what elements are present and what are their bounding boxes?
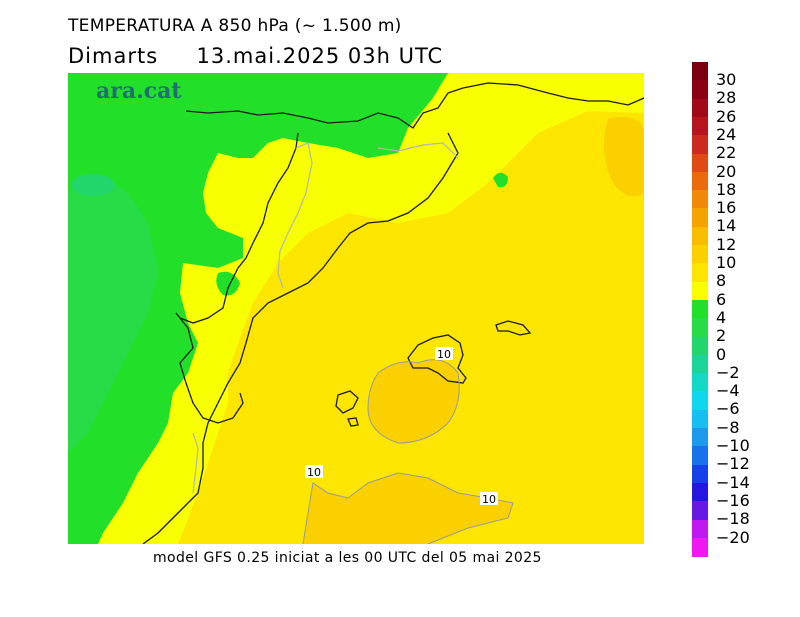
legend-swatch — [692, 281, 708, 301]
legend-swatch — [692, 464, 708, 484]
legend-label: 20 — [716, 161, 737, 181]
legend-swatch — [692, 226, 708, 246]
legend-swatch — [692, 62, 708, 81]
field-0-2 — [71, 174, 115, 196]
field-10-12-mallorca — [368, 359, 460, 443]
legend-label: 16 — [716, 198, 737, 218]
temperature-map: 10 10 10 — [68, 73, 644, 544]
legend-label: 14 — [716, 216, 737, 236]
legend-label: 18 — [716, 179, 737, 199]
day-label: Dimarts — [68, 44, 159, 68]
legend-swatch — [692, 428, 708, 447]
legend-label: 30 — [716, 70, 737, 89]
color-legend: 30 28 26 24 22 20 18 16 14 12 10 8 6 4 2 0 −2 −4 −6 −8 −10 −1… — [692, 62, 750, 557]
coastlines — [142, 82, 644, 544]
field-10-12-east — [604, 117, 644, 197]
legend-label: 26 — [716, 106, 737, 126]
contour-label-south-east: 10 — [482, 493, 496, 506]
legend-label: 0 — [716, 344, 727, 364]
legend-swatch — [692, 446, 708, 466]
legend-swatch — [692, 245, 708, 264]
legend-label: 28 — [716, 88, 737, 108]
legend-label: −6 — [716, 399, 740, 419]
contour-labels: 10 10 10 — [305, 347, 498, 506]
legend-swatch — [692, 190, 708, 209]
legend-label: 24 — [716, 124, 737, 144]
map-title: TEMPERATURA A 850 hPa (~ 1.500 m) — [68, 16, 402, 36]
legend-label: −16 — [716, 490, 750, 510]
legend-label: −4 — [716, 381, 740, 401]
internal-borders — [192, 142, 459, 494]
legend-label: −18 — [716, 509, 750, 529]
legend-swatch — [692, 171, 708, 191]
legend-label: 12 — [716, 234, 737, 254]
field-6-8 — [68, 73, 644, 544]
legend-swatch — [692, 135, 708, 154]
contour-10 — [302, 359, 514, 544]
legend-label: 8 — [716, 271, 727, 291]
legend-swatch — [692, 318, 708, 337]
field-4-6-coast — [216, 271, 240, 296]
legend-swatch — [692, 373, 708, 392]
field-10-12-south — [303, 473, 513, 544]
legend-label: −10 — [716, 436, 750, 455]
aracat-logo: ara.cat — [96, 78, 182, 104]
legend-label: 2 — [716, 326, 727, 346]
legend-swatch — [692, 80, 708, 100]
legend-swatch — [692, 482, 708, 502]
contour-label-mallorca: 10 — [437, 348, 451, 361]
legend-swatch — [692, 336, 708, 356]
legend-swatch — [692, 519, 708, 539]
legend-swatch — [692, 208, 708, 228]
legend-swatch — [692, 299, 708, 319]
legend-label: −8 — [716, 417, 740, 437]
legend-swatch — [692, 263, 708, 283]
map-canvas: 10 10 10 — [68, 73, 644, 544]
legend-swatch — [692, 116, 708, 136]
legend-label: −12 — [716, 454, 750, 474]
legend-label: −14 — [716, 472, 750, 492]
legend-label: 10 — [716, 253, 737, 272]
legend-swatch — [692, 391, 708, 411]
legend-label: −2 — [716, 362, 740, 382]
map-subtitle: Dimarts 13.mai.2025 03h UTC — [68, 44, 443, 68]
contour-label-south-west: 10 — [307, 466, 321, 479]
legend-swatch — [692, 354, 708, 374]
legend-label: −20 — [716, 527, 750, 547]
legend-swatch — [692, 409, 708, 429]
field-4-6-island — [493, 172, 508, 188]
legend-label: 4 — [716, 307, 727, 327]
legend-label: 22 — [716, 143, 737, 163]
legend-swatch — [692, 98, 708, 118]
datetime-label: 13.mai.2025 03h UTC — [196, 44, 444, 68]
legend-label: 6 — [716, 289, 727, 309]
model-footer: model GFS 0.25 iniciat a les 00 UTC del … — [153, 550, 542, 566]
legend-swatch — [692, 501, 708, 520]
legend-swatch — [692, 537, 708, 557]
field-4-6 — [68, 73, 448, 544]
legend-swatch — [692, 153, 708, 173]
field-2-4 — [68, 173, 158, 453]
